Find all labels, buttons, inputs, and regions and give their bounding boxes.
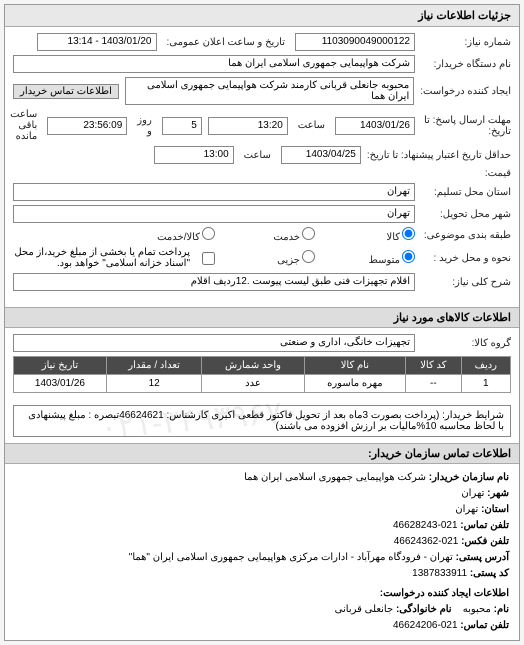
- order-radio-1[interactable]: [402, 250, 415, 263]
- valid-until-time: 13:00: [154, 146, 234, 164]
- form-section: شماره نیاز: 1103090049000122 تاریخ و ساع…: [5, 27, 519, 301]
- req-number-field: 1103090049000122: [295, 33, 415, 51]
- buyer-device-label: نام دستگاه خریدار:: [421, 59, 511, 70]
- budget-radio-3[interactable]: [202, 227, 215, 240]
- contact-section: نام سازمان خریدار: شرکت هواپیمایی جمهوری…: [5, 464, 519, 640]
- cprovince-value: تهران: [455, 504, 478, 515]
- city-field: تهران: [13, 205, 415, 223]
- creator-section-label: اطلاعات ایجاد کننده درخواست:: [15, 586, 509, 602]
- contact-section-title: اطلاعات تماس سازمان خریدار:: [5, 443, 519, 464]
- order-opt2: جزیی: [225, 250, 315, 266]
- deadline-send-date: 1403/01/26: [335, 117, 415, 135]
- lname-label: نام خانوادگی:: [396, 604, 452, 615]
- cphone-label: تلفن تماس:: [460, 520, 509, 531]
- budget-radio-2[interactable]: [302, 227, 315, 240]
- order-checkbox[interactable]: [202, 252, 215, 265]
- province-field: تهران: [13, 183, 415, 201]
- ccity-value: تهران: [461, 488, 484, 499]
- city-label: شهر محل تحویل:: [421, 209, 511, 220]
- panel-header: جزئیات اطلاعات نیاز: [5, 5, 519, 27]
- budget-opt1[interactable]: کالا: [325, 227, 415, 243]
- table-header: تعداد / مقدار: [106, 357, 201, 375]
- time-label-1: ساعت: [294, 120, 329, 131]
- days-remain: 5: [162, 117, 202, 135]
- req-number-label: شماره نیاز:: [421, 37, 511, 48]
- table-header: کد کالا: [406, 357, 462, 375]
- table-cell: 1: [461, 375, 510, 393]
- buyer-device-field: شرکت هواپیمایی جمهوری اسلامی ایران هما: [13, 55, 415, 73]
- cprovince-label: استان:: [481, 504, 509, 515]
- caddress-label: آدرس پستی:: [456, 552, 509, 563]
- org-label: نام سازمان خریدار:: [429, 472, 509, 483]
- table-cell: 1403/01/26: [14, 375, 107, 393]
- order-note: پرداخت تمام یا بخشی از مبلغ خرید،از محل …: [13, 247, 190, 269]
- fname-value: محبوبه: [463, 604, 491, 615]
- cpostal-label: کد پستی:: [470, 568, 509, 579]
- pub-datetime-field: 1403/01/20 - 13:14: [37, 33, 157, 51]
- desc-label: شرح کلی نیاز:: [421, 277, 511, 288]
- cphone-value: 021-46628243: [393, 520, 458, 531]
- order-opt1[interactable]: متوسط: [325, 250, 415, 266]
- order-radio-group: متوسط جزیی پرداخت تمام یا بخشی از مبلغ خ…: [13, 247, 415, 269]
- days-remain-label: روز و: [133, 115, 156, 137]
- order-opt1-label: متوسط: [369, 255, 400, 266]
- budget-opt2-label: خدمت: [273, 232, 300, 243]
- goods-group-label: گروه کالا:: [421, 338, 511, 349]
- table-row: 1--مهره ماسورهعدد121403/01/26: [14, 375, 511, 393]
- fname-label: نام:: [494, 604, 509, 615]
- cpostal-value: 1387833911: [412, 568, 467, 579]
- time-label-2: ساعت: [240, 150, 275, 161]
- order-type-label: نحوه و محل خرید :: [421, 253, 511, 264]
- time-remain: 23:56:09: [47, 117, 127, 135]
- buyer-conditions: شرایط خریدار: (پرداخت بصورت 3ماه بعد از …: [13, 405, 511, 437]
- lname-value: جانعلی قربانی: [335, 604, 394, 615]
- budget-label: طبقه بندی موضوعی:: [421, 230, 511, 241]
- table-cell: --: [406, 375, 462, 393]
- notes-label: شرایط خریدار:: [442, 410, 504, 421]
- price-label: قیمت:: [421, 168, 511, 179]
- time-remain-label: ساعت باقی مانده: [6, 109, 41, 142]
- pub-datetime-label: تاریخ و ساعت اعلان عمومی:: [163, 37, 290, 48]
- table-cell: عدد: [202, 375, 304, 393]
- table-cell: مهره ماسوره: [304, 375, 405, 393]
- notes-text: (پرداخت بصورت 3ماه بعد از تحویل فاکتور ق…: [28, 410, 504, 432]
- budget-opt3[interactable]: کالا/خدمت: [125, 227, 215, 243]
- table-header: تاریخ نیاز: [14, 357, 107, 375]
- ccity-label: شهر:: [487, 488, 509, 499]
- creator-phone-label: تلفن تماس:: [460, 620, 509, 631]
- budget-radio-group: کالا خدمت کالا/خدمت: [125, 227, 415, 243]
- budget-radio-1[interactable]: [402, 227, 415, 240]
- table-header: واحد شمارش: [202, 357, 304, 375]
- requester-label: ایجاد کننده درخواست:: [420, 86, 511, 97]
- valid-until-date: 1403/04/25: [281, 146, 361, 164]
- table-header: ردیف: [461, 357, 510, 375]
- deadline-send-time: 13:20: [208, 117, 288, 135]
- order-radio-2[interactable]: [302, 250, 315, 263]
- buyer-contact-button[interactable]: اطلاعات تماس خریدار: [13, 84, 119, 99]
- cfax-label: تلفن فکس:: [461, 536, 509, 547]
- valid-until-label: حداقل تاریخ اعتبار پیشنهاد: تا تاریخ:: [367, 150, 511, 161]
- org-value: شرکت هواپیمایی جمهوری اسلامی ایران هما: [244, 472, 426, 483]
- budget-opt1-label: کالا: [386, 232, 400, 243]
- table-cell: 12: [106, 375, 201, 393]
- creator-phone-value: 021-46624206: [393, 620, 458, 631]
- requester-field: محبوبه جانعلی قربانی کارمند شرکت هواپیما…: [125, 77, 414, 105]
- caddress-value: تهران - فرودگاه مهرآباد - ادارات مرکزی ه…: [129, 552, 453, 563]
- order-opt2-label: جزیی: [277, 255, 300, 266]
- goods-group-field: تجهیزات خانگی، اداری و صنعتی: [13, 334, 415, 352]
- budget-opt2[interactable]: خدمت: [225, 227, 315, 243]
- table-header: نام کالا: [304, 357, 405, 375]
- goods-table: ردیفکد کالانام کالاواحد شمارشتعداد / مقد…: [13, 356, 511, 393]
- cfax-value: 021-46624362: [394, 536, 459, 547]
- desc-field: اقلام تجهیزات فنی طبق لیست پیوست .12ردیف…: [13, 273, 415, 291]
- deadline-send-label: مهلت ارسال پاسخ: تا تاریخ:: [421, 115, 511, 137]
- goods-section-title: اطلاعات کالاهای مورد نیاز: [5, 307, 519, 328]
- budget-opt3-label: کالا/خدمت: [157, 232, 200, 243]
- province-label: استان محل تسلیم:: [421, 187, 511, 198]
